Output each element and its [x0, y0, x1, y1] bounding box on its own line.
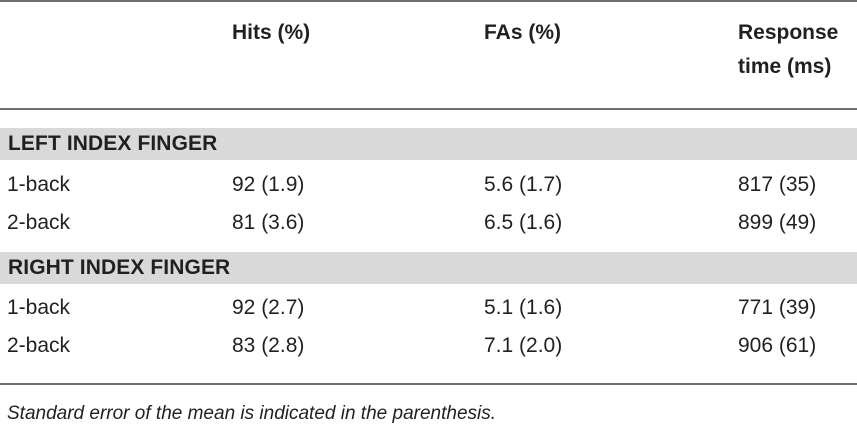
cell-fas: 6.5 (1.6)	[484, 211, 563, 234]
row-label: 2-back	[7, 334, 71, 357]
header-response-line2: time (ms)	[738, 55, 832, 78]
header-hits: Hits (%)	[232, 21, 311, 44]
table-bottom-rule	[0, 383, 857, 385]
cell-fas: 5.1 (1.6)	[484, 296, 563, 319]
cell-response-time: 817 (35)	[738, 173, 817, 196]
section-left-index-finger: LEFT INDEX FINGER	[0, 128, 857, 160]
cell-hits: 81 (3.6)	[232, 211, 305, 234]
section-right-index-finger: RIGHT INDEX FINGER	[0, 252, 857, 284]
row-label: 1-back	[7, 173, 71, 196]
section-title: LEFT INDEX FINGER	[8, 132, 218, 155]
cell-fas: 7.1 (2.0)	[484, 334, 563, 357]
table-row: 1-back 92 (2.7) 5.1 (1.6) 771 (39)	[0, 289, 857, 327]
table-row: 2-back 81 (3.6) 6.5 (1.6) 899 (49)	[0, 204, 857, 242]
cell-hits: 92 (1.9)	[232, 173, 305, 196]
header-response-line1: Response	[738, 21, 839, 44]
row-label: 1-back	[7, 296, 71, 319]
cell-response-time: 906 (61)	[738, 334, 817, 357]
table-row: 2-back 83 (2.8) 7.1 (2.0) 906 (61)	[0, 327, 857, 365]
cell-response-time: 899 (49)	[738, 211, 817, 234]
section-title: RIGHT INDEX FINGER	[8, 256, 231, 279]
header-response-time: Response time (ms)	[738, 16, 838, 84]
header-fas: FAs (%)	[484, 21, 562, 44]
table-top-rule	[0, 0, 857, 2]
cell-fas: 5.6 (1.7)	[484, 173, 563, 196]
cell-hits: 92 (2.7)	[232, 296, 305, 319]
cell-hits: 83 (2.8)	[232, 334, 305, 357]
table-row: 1-back 92 (1.9) 5.6 (1.7) 817 (35)	[0, 166, 857, 204]
table-footnote: Standard error of the mean is indicated …	[7, 403, 497, 424]
cell-response-time: 771 (39)	[738, 296, 817, 319]
row-label: 2-back	[7, 211, 71, 234]
header-divider-rule	[0, 108, 857, 110]
